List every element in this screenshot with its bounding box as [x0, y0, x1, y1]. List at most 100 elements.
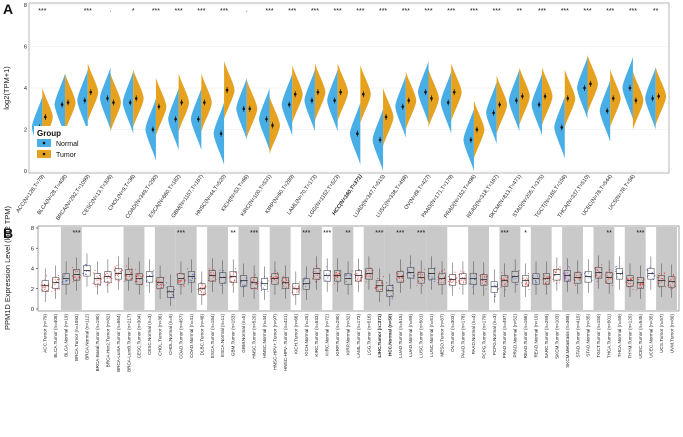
b-data-point	[636, 289, 638, 291]
b-data-point	[296, 289, 298, 291]
b-data-point	[428, 275, 430, 277]
violin-normal-median	[60, 103, 64, 106]
b-data-point	[155, 280, 157, 282]
violin-normal	[463, 108, 474, 171]
violin-tumor	[269, 96, 280, 155]
b-data-point	[459, 287, 461, 289]
violin-normal	[486, 81, 497, 145]
b-x-tick-label: LUSC.Normal (n=51)	[429, 314, 434, 357]
b-data-point	[504, 275, 506, 277]
b-data-point	[80, 274, 82, 276]
b-data-point	[270, 276, 272, 278]
b-data-point	[524, 279, 526, 281]
b-x-tick-label: HNSC.Tumor (n=520)	[252, 314, 257, 359]
b-significance-label: ***	[177, 230, 185, 237]
b-data-point	[395, 278, 397, 280]
b-data-point	[189, 279, 191, 281]
b-data-point	[275, 275, 277, 277]
b-data-point	[233, 271, 235, 274]
b-data-point	[230, 277, 232, 279]
b-x-tick-label: SKCM.Metastasis (n=368)	[565, 314, 570, 368]
violin-normal	[440, 71, 452, 134]
b-data-point	[184, 279, 186, 281]
b-data-point	[609, 269, 611, 271]
b-data-point	[130, 272, 132, 274]
b-x-tick-label: READ.Normal (n=10)	[534, 314, 539, 358]
b-data-point	[401, 269, 403, 271]
b-data-point	[627, 277, 629, 279]
b-data-point	[656, 277, 659, 279]
panel-a-legend: Group Normal Tumor	[34, 126, 108, 166]
b-data-point	[325, 279, 327, 281]
b-data-point	[165, 287, 167, 289]
b-data-point	[609, 273, 611, 275]
b-data-point	[673, 284, 675, 286]
b-data-point	[566, 272, 569, 274]
b-data-point	[370, 267, 372, 269]
b-data-point	[166, 282, 168, 284]
violin-tumor-median	[362, 92, 365, 96]
b-data-point	[515, 284, 517, 286]
b-data-point	[429, 279, 431, 281]
b-data-point	[648, 274, 650, 277]
b-data-point	[98, 279, 100, 281]
b-data-point	[536, 281, 538, 283]
b-x-tick-label: BRCA.Tumor (n=1093)	[74, 314, 79, 361]
b-data-point	[131, 267, 133, 269]
b-data-point	[578, 278, 580, 280]
b-data-point	[595, 273, 597, 275]
b-data-point	[234, 271, 236, 274]
b-data-point	[463, 271, 465, 273]
a-significance-label: ***	[84, 8, 92, 15]
b-data-point	[659, 287, 661, 289]
violin-normal	[327, 69, 338, 132]
b-data-point	[256, 288, 258, 290]
b-data-point	[412, 275, 414, 277]
b-data-point	[42, 287, 44, 289]
b-data-point	[267, 290, 269, 292]
a-y-tick-label: 4	[24, 86, 27, 92]
a-significance-label: ***	[175, 8, 183, 15]
b-data-point	[454, 271, 456, 273]
b-data-point	[201, 289, 203, 291]
b-data-point	[157, 281, 160, 283]
b-data-point	[316, 274, 318, 276]
b-data-point	[424, 268, 426, 270]
b-data-point	[59, 278, 61, 280]
b-data-point	[270, 277, 272, 280]
b-data-point	[527, 273, 529, 275]
b-data-point	[360, 277, 362, 279]
b-data-point	[481, 276, 483, 278]
b-data-point	[391, 298, 393, 300]
b-data-point	[283, 281, 285, 283]
b-data-point	[228, 276, 230, 278]
b-data-point	[139, 275, 142, 277]
b-data-point	[444, 271, 446, 274]
b-data-point	[365, 281, 367, 283]
b-shaded-band	[238, 227, 260, 310]
violin-tumor	[87, 63, 99, 122]
b-data-point	[142, 275, 144, 277]
b-data-point	[100, 281, 103, 283]
b-data-point	[97, 277, 99, 279]
violin-normal-median	[265, 117, 268, 121]
b-data-point	[504, 289, 506, 291]
b-data-point	[598, 276, 600, 278]
b-data-point	[505, 284, 507, 286]
b-data-point	[44, 286, 46, 288]
b-x-tick-label: PRAD.Normal (n=52)	[513, 314, 518, 358]
b-data-point	[596, 280, 598, 283]
b-data-point	[660, 281, 662, 283]
b-data-point	[99, 284, 102, 286]
b-x-tick-label: THCA.Normal (n=59)	[617, 314, 622, 358]
a-significance-label: ***	[402, 8, 410, 15]
b-data-point	[515, 278, 517, 280]
b-data-point	[392, 284, 394, 286]
violin-tumor-median	[339, 90, 342, 94]
b-data-point	[392, 296, 394, 298]
b-data-point	[646, 269, 648, 271]
b-data-point	[104, 274, 107, 276]
b-data-point	[654, 275, 656, 277]
b-data-point	[119, 270, 121, 273]
panel-b-letter: B	[3, 225, 13, 241]
